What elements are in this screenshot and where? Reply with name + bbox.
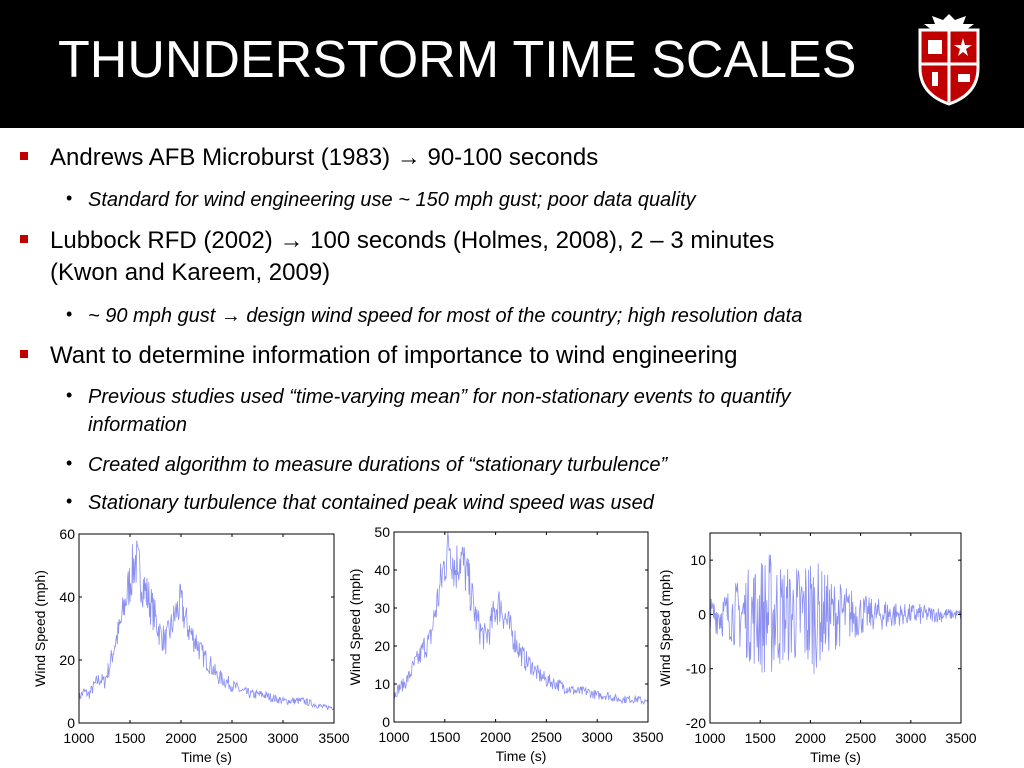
bullet-marker [20, 152, 28, 160]
arrow-right-icon: → [396, 144, 421, 171]
x-tick-label: 3500 [945, 730, 976, 746]
y-tick-label: 0 [67, 715, 75, 731]
sub-bullet-marker: • [66, 304, 73, 324]
x-tick-label: 3000 [895, 730, 926, 746]
x-tick-label: 1000 [694, 730, 725, 746]
bullet-item: Lubbock RFD (2002) → 100 seconds (Holmes… [50, 225, 950, 289]
x-tick-label: 3000 [267, 730, 298, 746]
y-tick-label: 40 [374, 562, 390, 578]
x-tick-label: 2500 [531, 729, 562, 745]
x-tick-label: 2000 [480, 729, 511, 745]
sub-bullet-marker: • [66, 385, 73, 405]
y-tick-label: 20 [59, 652, 75, 668]
bullet-item: Andrews AFB Microburst (1983) → 90-100 s… [50, 142, 950, 174]
y-axis-label: Wind Speed (mph) [657, 570, 673, 687]
bullet-text: 90-100 seconds [420, 144, 599, 171]
arrow-right-icon: → [220, 305, 241, 327]
x-tick-label: 1500 [114, 730, 145, 746]
bullet-text: 100 seconds (Holmes, 2008), 2 – 3 minute… [303, 227, 775, 254]
data-series-line [393, 531, 649, 705]
y-tick-label: 0 [382, 714, 390, 730]
bullet-text: design wind speed for most of the countr… [240, 305, 803, 327]
chart-3: 1000 1500 2000 2500 3000 3500 -20 -10 0 10 Time (s… [657, 532, 977, 765]
y-tick-label: 20 [374, 638, 390, 654]
bullet-text: Lubbock RFD (2002) [50, 227, 280, 254]
bullet-text: Andrews AFB Microburst (1983) [50, 144, 397, 171]
sub-bullet-item: Previous studies used “time-varying mean… [88, 383, 968, 439]
x-tick-label: 1000 [378, 729, 409, 745]
title-bar [0, 0, 1024, 128]
y-tick-label: -20 [686, 715, 706, 731]
plot-frame [78, 533, 335, 724]
university-shield-logo-icon [918, 14, 980, 106]
sub-bullet-marker: • [66, 453, 73, 473]
x-tick-label: 2500 [845, 730, 876, 746]
y-tick-label: 60 [59, 526, 75, 542]
y-axis-label: Wind Speed (mph) [347, 569, 363, 686]
y-tick-label: 50 [374, 524, 390, 540]
y-axis-label: Wind Speed (mph) [32, 570, 48, 687]
chart-1: 1000 1500 2000 2500 3000 3500 0 20 40 60 Time (s) W… [32, 526, 350, 765]
plot-frame [709, 532, 962, 724]
bullet-text: ~ 90 mph gust [88, 305, 221, 327]
x-tick-label: 1500 [745, 730, 776, 746]
x-axis-label: Time (s) [181, 749, 232, 765]
x-tick-label: 3500 [318, 730, 349, 746]
x-tick-label: 1000 [63, 730, 94, 746]
bullet-marker [20, 350, 28, 358]
sub-bullet-item: Standard for wind engineering use ~ 150 … [88, 189, 696, 211]
bullet-text: Previous studies used “time-varying mean… [88, 386, 791, 408]
slide-title: THUNDERSTORM TIME SCALES [58, 31, 857, 89]
x-tick-label: 1500 [429, 729, 460, 745]
x-tick-label: 3500 [632, 729, 663, 745]
data-series-line [709, 554, 962, 674]
sub-bullet-item: ~ 90 mph gust → design wind speed for mo… [88, 302, 968, 330]
arrow-right-icon: → [279, 227, 304, 254]
bullet-item: Want to determine information of importa… [50, 342, 738, 369]
y-tick-label: 40 [59, 589, 75, 605]
sub-bullet-marker: • [66, 188, 73, 208]
y-tick-label: 10 [374, 676, 390, 692]
bullet-marker [20, 235, 28, 243]
x-axis-label: Time (s) [496, 748, 547, 764]
x-tick-label: 2000 [165, 730, 196, 746]
y-tick-label: 0 [698, 606, 706, 622]
bullet-text: information [88, 414, 187, 436]
x-axis-label: Time (s) [810, 749, 861, 765]
bullet-text: (Kwon and Kareem, 2009) [50, 259, 331, 286]
y-tick-label: 10 [690, 552, 706, 568]
y-tick-label: 30 [374, 600, 390, 616]
sub-bullet-item: Stationary turbulence that contained pea… [88, 492, 654, 514]
x-tick-label: 3000 [582, 729, 613, 745]
data-series-line [78, 540, 335, 711]
x-tick-label: 2000 [795, 730, 826, 746]
sub-bullet-item: Created algorithm to measure durations o… [88, 454, 668, 476]
y-tick-label: -10 [686, 661, 706, 677]
plot-frame [393, 531, 649, 723]
chart-2: 1000 1500 2000 2500 3000 3500 0 10 20 30 40 50 Time … [347, 524, 664, 764]
x-tick-label: 2500 [216, 730, 247, 746]
bullet-list: Andrews AFB Microburst (1983) → 90-100 s… [20, 142, 968, 514]
sub-bullet-marker: • [66, 491, 73, 511]
